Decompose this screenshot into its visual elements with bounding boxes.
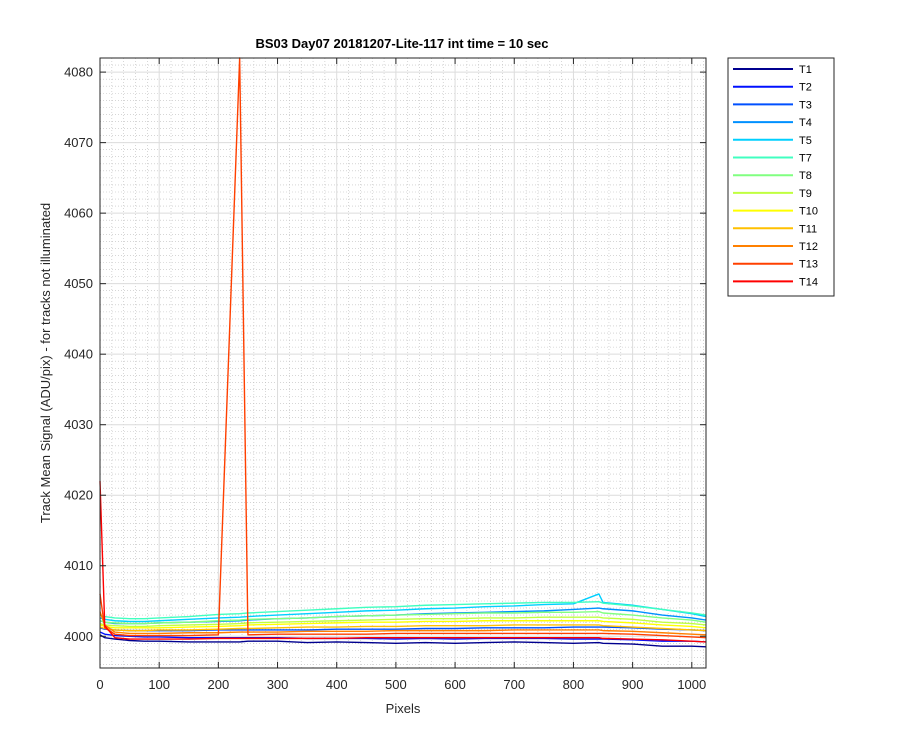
- legend: T1 T2 T3 T4 T5 T7 T8 T9 T10 T11 T12 T13 T14: [727, 57, 835, 297]
- x-tick-label: 600: [444, 677, 466, 692]
- axes-background: [100, 58, 706, 668]
- legend-label-t7: T7: [799, 153, 812, 165]
- series-line-t8: [99, 610, 707, 625]
- legend-label-t4: T4: [799, 117, 812, 129]
- major-grid: [99, 58, 706, 668]
- legend-label-t8: T8: [799, 170, 812, 182]
- series-line-t10: [99, 620, 707, 629]
- legend-label-t2: T2: [799, 82, 812, 94]
- y-tick-label: 4050: [64, 276, 93, 291]
- x-tick-label: 1000: [677, 677, 706, 692]
- x-tick-label: 500: [385, 677, 407, 692]
- x-tick-label: 100: [148, 677, 170, 692]
- legend-label-t10: T10: [799, 206, 818, 218]
- x-axis-label: Pixels: [386, 701, 421, 716]
- series-line-t14: [99, 481, 707, 643]
- series-line-t12: [99, 611, 707, 636]
- legend-label-t14: T14: [799, 276, 818, 288]
- series-line-t13: [99, 57, 707, 639]
- series-line-t5: [99, 593, 707, 623]
- minor-grid: [100, 58, 706, 668]
- y-tick-label: 4010: [64, 558, 93, 573]
- x-tick-label: 900: [622, 677, 644, 692]
- x-ticks: 0 100 200 300 400 500 600 700 800 900 1000: [96, 58, 706, 692]
- y-axis-label: Track Mean Signal (ADU/pix) - for tracks…: [38, 203, 53, 523]
- x-tick-label: 0: [96, 677, 103, 692]
- legend-label-t11: T11: [799, 223, 817, 235]
- series-line-t7: [99, 601, 707, 620]
- series-line-t9: [99, 616, 707, 628]
- y-tick-label: 4080: [64, 65, 93, 80]
- y-tick-label: 4020: [64, 488, 93, 503]
- legend-label-t12: T12: [799, 241, 818, 253]
- y-tick-label: 4000: [64, 629, 93, 644]
- series-line-t1: [99, 634, 707, 648]
- plot-area: 0 100 200 300 400 500 600 700 800 900 1000 4000 401…: [64, 57, 707, 692]
- x-tick-label: 300: [267, 677, 289, 692]
- axes-box: [99, 57, 707, 669]
- y-ticks: 4000 4010 4020 4030 4040 4050 4060 4070 4080: [64, 65, 706, 644]
- legend-label-t5: T5: [799, 135, 812, 147]
- chart-title: BS03 Day07 20181207-Lite-117 int time = …: [255, 36, 548, 51]
- legend-label-t3: T3: [799, 99, 812, 111]
- legend-label-t13: T13: [799, 259, 818, 271]
- series-line-t11: [99, 624, 707, 632]
- y-tick-label: 4030: [64, 417, 93, 432]
- y-tick-label: 4070: [64, 135, 93, 150]
- x-tick-label: 400: [326, 677, 348, 692]
- x-tick-label: 700: [503, 677, 525, 692]
- legend-label-t9: T9: [799, 188, 812, 200]
- series-lines: [99, 57, 707, 648]
- x-tick-label: 800: [563, 677, 585, 692]
- legend-label-t1: T1: [799, 64, 812, 76]
- legend-box: [727, 57, 835, 297]
- y-tick-label: 4060: [64, 206, 93, 221]
- x-tick-label: 200: [208, 677, 230, 692]
- y-tick-label: 4040: [64, 347, 93, 362]
